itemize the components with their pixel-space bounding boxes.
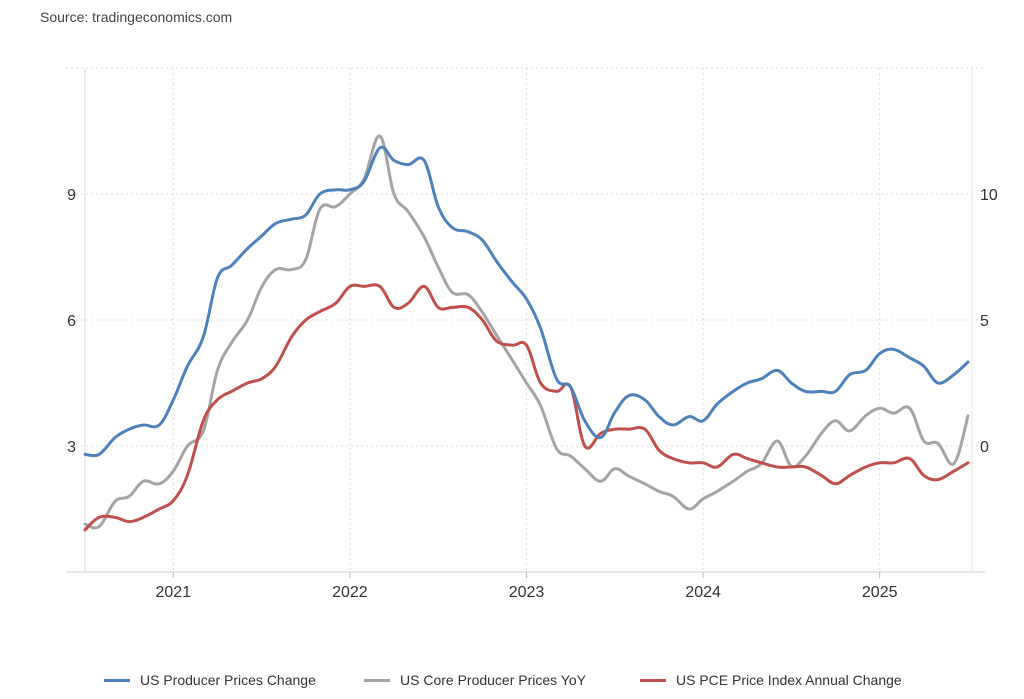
legend-swatch	[640, 678, 666, 682]
series-line-us-core-producer-prices-yoy	[83, 134, 970, 530]
legend: US Producer Prices Change US Core Produc…	[0, 672, 1024, 698]
x-tick-label: 2024	[685, 584, 721, 601]
y-left-tick-label: 9	[67, 187, 76, 204]
legend-label: US Core Producer Prices YoY	[400, 672, 586, 688]
legend-swatch	[364, 678, 390, 682]
tick-labels: 2021 2022 2023 2024 2025 3 6 9 0 5 10	[67, 187, 998, 601]
legend-item[interactable]: US PCE Price Index Annual Change	[640, 672, 902, 688]
legend-swatch	[104, 678, 130, 682]
series-line-us-pce-price-index-annual-change	[83, 283, 970, 532]
series-lines	[83, 134, 970, 532]
legend-item[interactable]: US Core Producer Prices YoY	[364, 672, 586, 688]
source-label: Source: tradingeconomics.com	[40, 9, 233, 25]
legend-item[interactable]: US Producer Prices Change	[104, 672, 316, 688]
y-right-tick-label: 0	[980, 439, 989, 456]
grid-lines	[66, 67, 985, 578]
series-line-us-producer-prices-change	[83, 145, 970, 458]
x-tick-label: 2023	[509, 584, 545, 601]
y-right-tick-label: 5	[980, 313, 989, 330]
y-left-tick-label: 6	[67, 313, 76, 330]
x-tick-label: 2025	[862, 584, 898, 601]
legend-label: US PCE Price Index Annual Change	[676, 672, 902, 688]
x-tick-label: 2021	[156, 584, 192, 601]
x-tick-label: 2022	[332, 584, 368, 601]
y-right-tick-label: 10	[980, 187, 998, 204]
legend-label: US Producer Prices Change	[140, 672, 316, 688]
y-left-tick-label: 3	[67, 439, 76, 456]
